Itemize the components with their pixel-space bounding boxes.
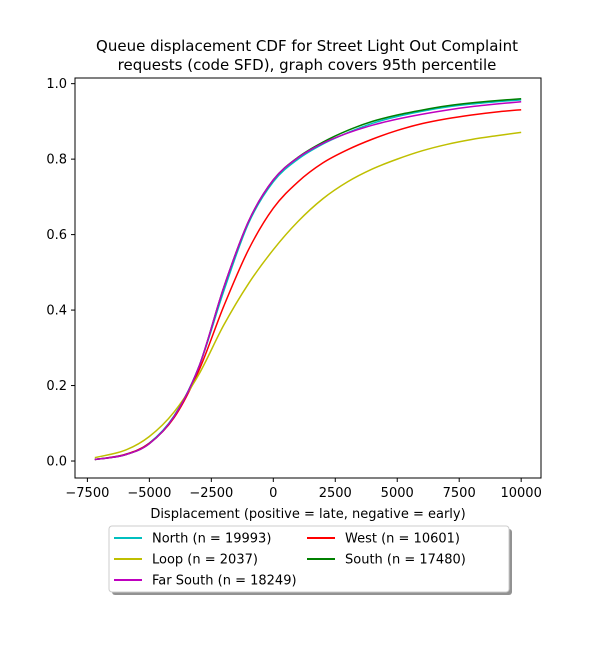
x-tick-label: −7500 <box>65 486 109 501</box>
x-axis: −7500 −5000 −2500 0 2500 5000 7500 10000 <box>65 478 542 501</box>
x-tick-label: −2500 <box>189 486 233 501</box>
x-axis-label: Displacement (positive = late, negative … <box>150 507 465 522</box>
y-tick-label: 0.4 <box>46 304 67 319</box>
chart-title-line-2: requests (code SFD), graph covers 95th p… <box>118 56 497 74</box>
legend-label: South (n = 17480) <box>345 553 466 568</box>
y-tick-label: 0.0 <box>46 455 67 470</box>
legend-label: Loop (n = 2037) <box>152 553 258 568</box>
x-tick-label: −5000 <box>127 486 171 501</box>
legend-label: Far South (n = 18249) <box>152 574 297 589</box>
legend-label: West (n = 10601) <box>345 532 460 547</box>
legend-items: North (n = 19993) West (n = 10601) Loop (n… <box>114 532 466 589</box>
chart-title-line-1: Queue displacement CDF for Street Light … <box>96 37 518 55</box>
y-tick-label: 0.2 <box>46 379 67 394</box>
x-tick-label: 0 <box>269 486 277 501</box>
y-tick-label: 0.8 <box>46 153 67 168</box>
series-line-4 <box>94 101 522 461</box>
series-line-2 <box>94 131 522 459</box>
y-axis: 0.0 0.2 0.4 0.6 0.8 1.0 <box>46 77 75 470</box>
legend: North (n = 19993) West (n = 10601) Loop (n… <box>108 525 512 595</box>
y-tick-label: 0.6 <box>46 228 67 243</box>
y-tick-label: 1.0 <box>46 77 67 92</box>
plot-frame <box>74 77 542 479</box>
x-tick-label: 2500 <box>319 486 352 501</box>
plot-lines <box>94 98 522 461</box>
x-tick-label: 10000 <box>500 486 541 501</box>
legend-label: North (n = 19993) <box>152 532 271 547</box>
x-tick-label: 5000 <box>381 486 414 501</box>
x-tick-label: 7500 <box>443 486 476 501</box>
